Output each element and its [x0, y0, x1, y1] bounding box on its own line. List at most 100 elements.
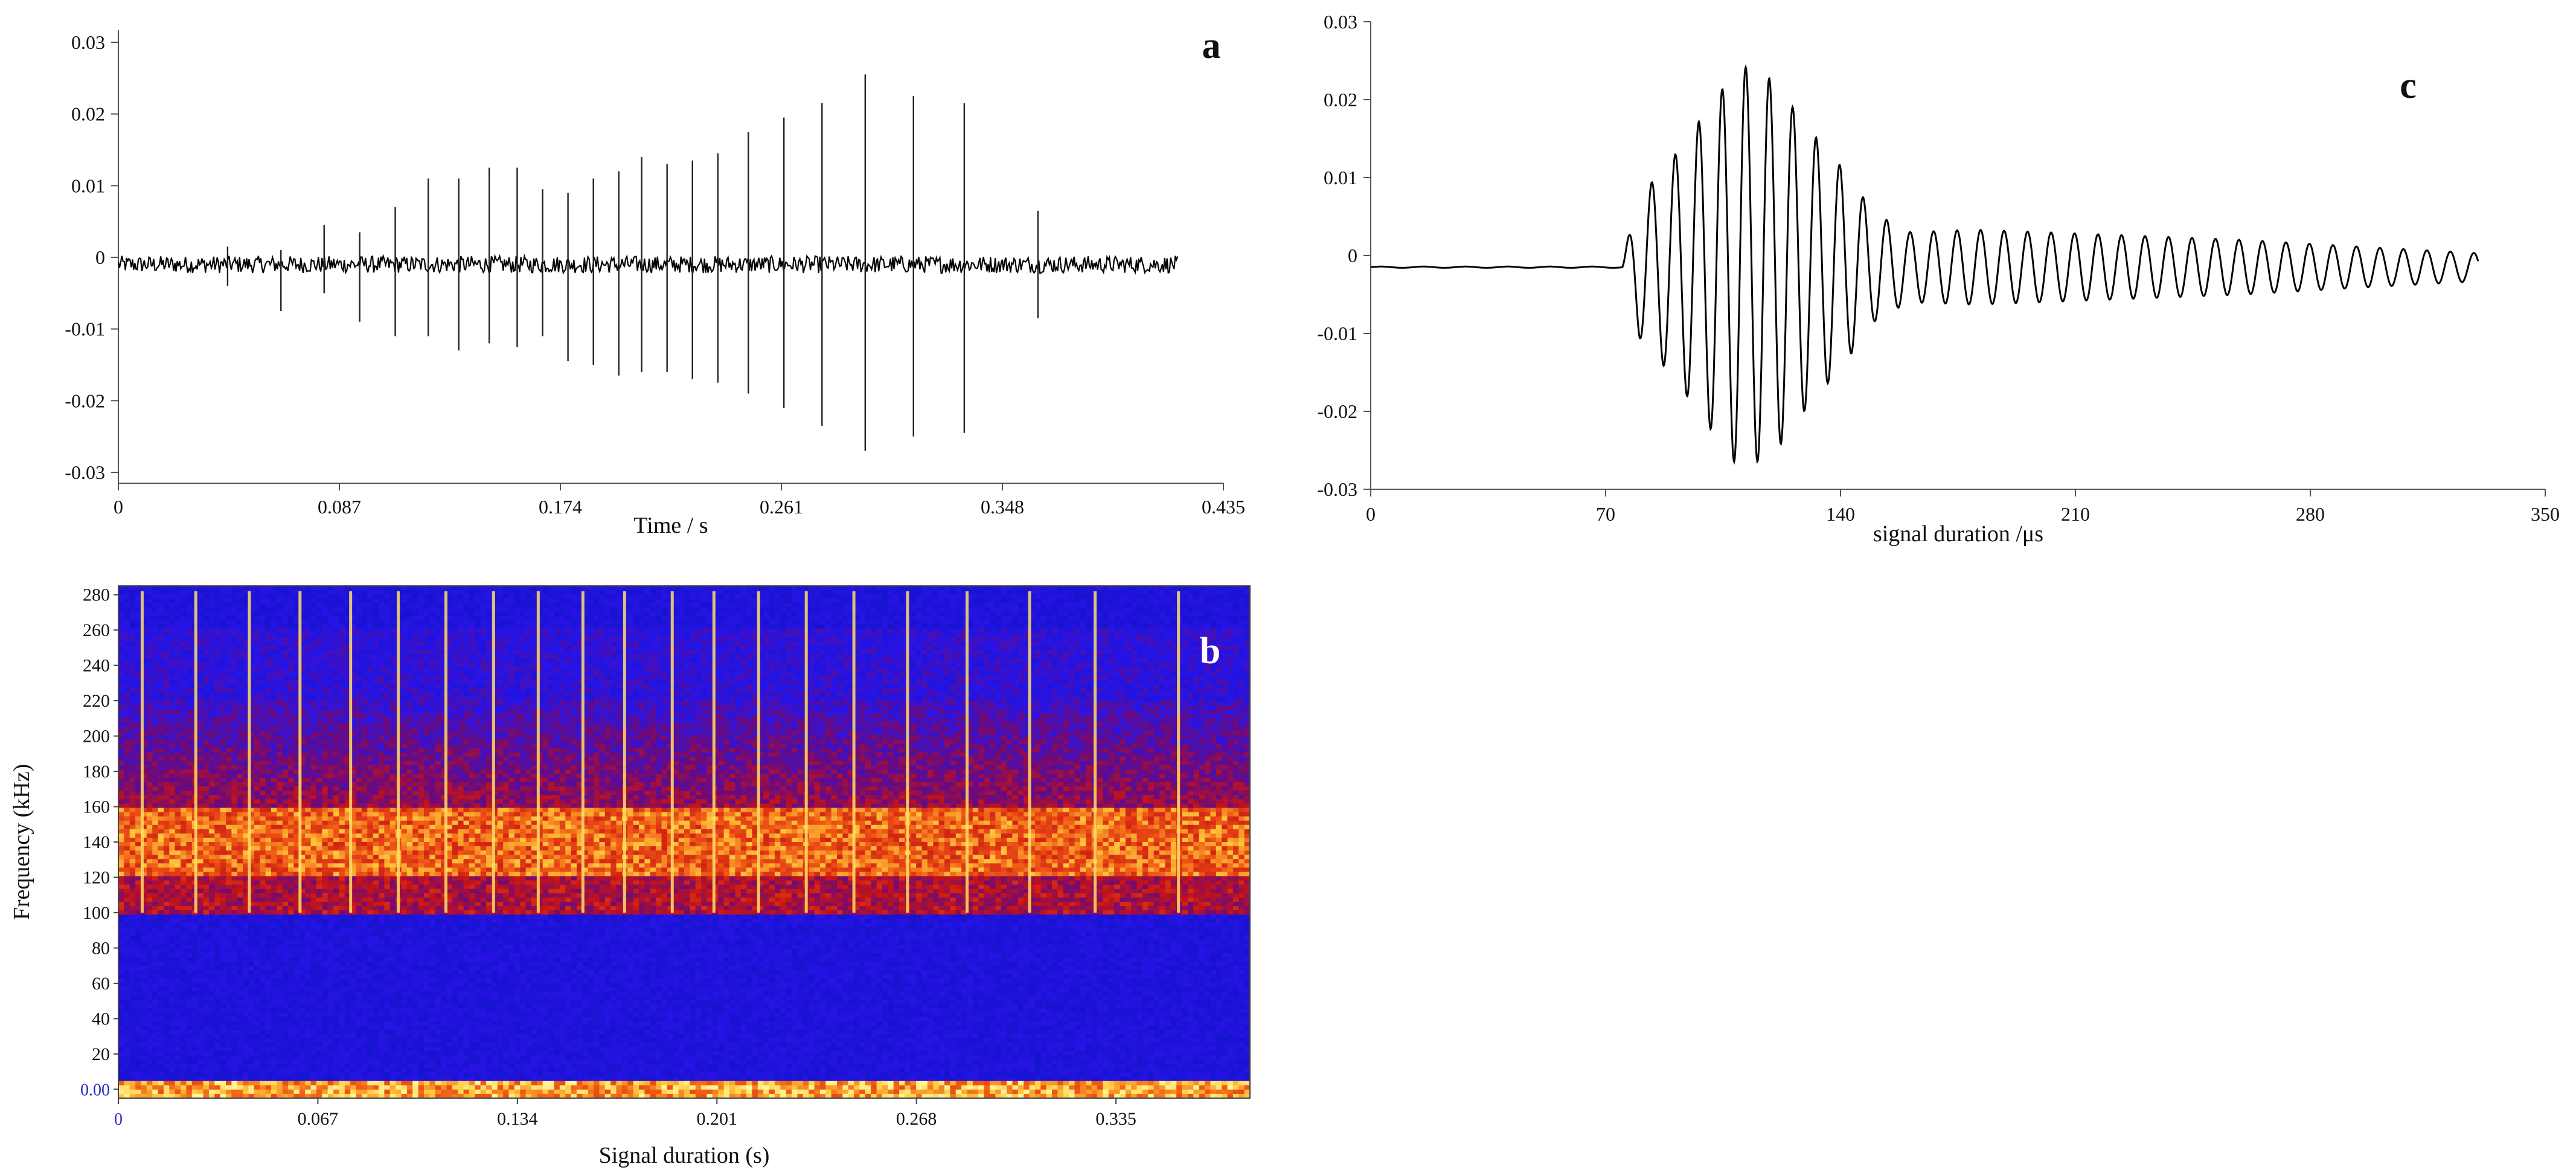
panel-b-cell [836, 615, 843, 621]
panel-b-cell [327, 603, 334, 608]
panel-b-cell [141, 603, 147, 608]
panel-b-cell [763, 675, 770, 681]
panel-b-cell [475, 615, 481, 621]
panel-b-cell [667, 586, 673, 591]
panel-b-cell [124, 645, 130, 651]
panel-b-cell [508, 590, 515, 595]
panel-b-cell [135, 641, 142, 646]
panel-b-cell [1040, 615, 1047, 621]
panel-b-cell [706, 590, 713, 595]
panel-b-cell [384, 658, 391, 663]
panel-b-cell [1187, 607, 1194, 612]
panel-b-cell [361, 675, 368, 681]
panel-b-cell [559, 645, 566, 651]
panel-b-cell [989, 637, 996, 642]
panel-b-cell [175, 663, 181, 667]
panel-b-cell [769, 667, 775, 672]
panel-b-cell [1170, 663, 1177, 667]
panel-b-cell [1199, 607, 1205, 612]
panel-b-cell [429, 603, 436, 608]
panel-b-cell [175, 684, 181, 689]
panel-b-cell [831, 594, 838, 599]
panel-b-cell [480, 641, 487, 646]
panel-b-cell [1029, 680, 1036, 685]
panel-b-cell [344, 611, 351, 617]
panel-b-cell [124, 667, 130, 672]
panel-b-cell [944, 650, 950, 655]
panel-b-cell [995, 624, 1002, 629]
panel-b-cell [1114, 684, 1121, 689]
panel-b-cell [616, 645, 623, 651]
panel-b-cell [967, 654, 973, 659]
panel-b-cell [418, 675, 425, 681]
panel-b-cell [203, 590, 210, 595]
panel-b-cell [1199, 615, 1205, 621]
panel-b-cell [842, 680, 849, 685]
panel-b-cell [1108, 675, 1115, 681]
panel-b-cell [842, 615, 849, 621]
panel-b-cell [559, 688, 566, 693]
panel-b-cell [701, 594, 708, 599]
panel-b-cell [633, 658, 639, 663]
panel-b-cell [305, 620, 312, 625]
panel-b-cell [701, 675, 708, 681]
panel-b-cell [1238, 611, 1245, 617]
panel-b-cell [695, 586, 702, 591]
panel-b-cell [446, 637, 453, 642]
panel-b-cell [950, 590, 956, 595]
panel-b-cell [243, 641, 249, 646]
panel-b-cell [1097, 645, 1103, 651]
panel-b-cell [344, 586, 351, 591]
panel-b-cell [537, 680, 543, 685]
panel-b-cell [599, 684, 606, 689]
panel-b-cell [333, 628, 340, 634]
panel-b-cell [197, 684, 204, 689]
panel-b-cell [899, 632, 906, 638]
panel-b-cell [441, 628, 447, 634]
panel-b-cell [282, 680, 289, 685]
panel-b-cell [1159, 671, 1166, 676]
panel-b-cell [950, 684, 956, 689]
panel-b-cell [825, 628, 832, 634]
panel-b-cell [135, 615, 142, 621]
panel-b-cell [475, 658, 481, 663]
panel-b-cell [871, 586, 877, 591]
panel-b-cell [656, 684, 662, 689]
panel-b-cell [208, 607, 215, 612]
panel-b-cell [1069, 675, 1075, 681]
panel-b-cell [548, 620, 555, 625]
panel-b-cell [893, 586, 900, 591]
panel-b-cell [735, 599, 742, 603]
panel-b-cell [1017, 641, 1024, 646]
panel-b-cell [1187, 611, 1194, 617]
panel-b-cell [514, 611, 521, 617]
panel-b-cell [1159, 675, 1166, 681]
panel-b-cell [984, 611, 990, 617]
panel-b-cell [1114, 611, 1121, 617]
panel-b-cell [135, 671, 142, 676]
panel-b-cell [905, 586, 911, 591]
panel-b-cell [486, 654, 493, 659]
panel-b-cell [203, 594, 210, 599]
panel-b-cell [1017, 620, 1024, 625]
panel-b-cell [282, 671, 289, 676]
panel-b-cell [718, 658, 725, 663]
panel-b-cell [525, 615, 532, 621]
panel-b-cell [135, 667, 142, 672]
panel-b-cell [921, 607, 928, 612]
panel-b-cell [480, 603, 487, 608]
panel-b-cell [237, 590, 243, 595]
panel-b-cell [1052, 650, 1059, 655]
panel-b-cell [1063, 637, 1069, 642]
panel-b-cell [418, 684, 425, 689]
panel-b-cell [1024, 641, 1030, 646]
panel-b-cell [1238, 663, 1245, 667]
panel-b-cell [792, 637, 798, 642]
panel-b-cell [899, 671, 906, 676]
panel-b-cell [548, 663, 555, 667]
panel-b-cell [469, 628, 475, 634]
panel-b-cell [475, 671, 481, 676]
panel-b-cell [1114, 624, 1121, 629]
panel-b-cell [989, 611, 996, 617]
panel-b-cell [1001, 680, 1007, 685]
